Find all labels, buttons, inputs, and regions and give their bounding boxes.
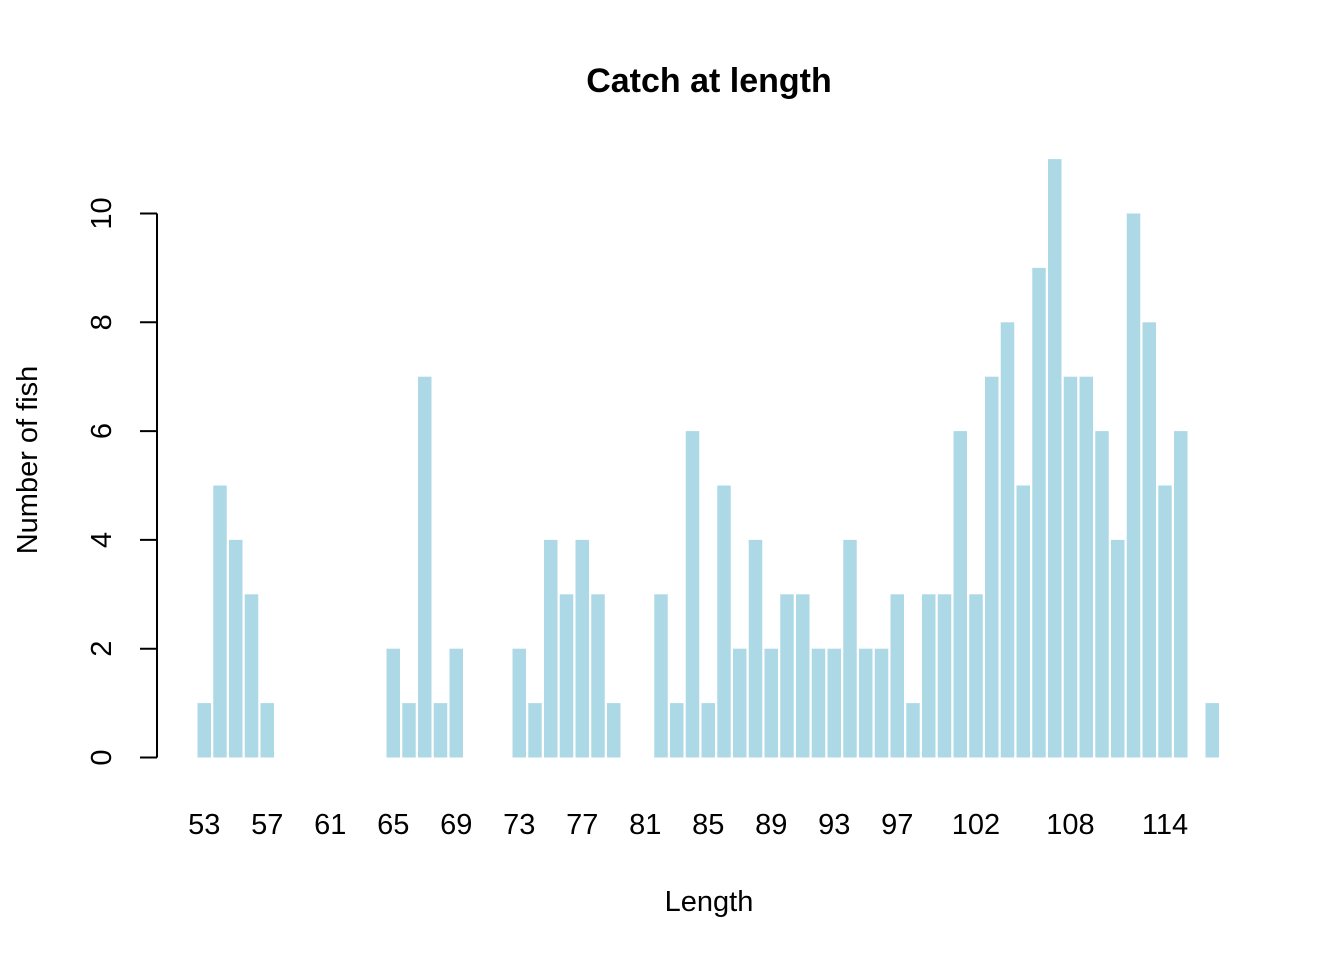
- bar-90: [780, 594, 794, 758]
- bar-78: [591, 594, 605, 758]
- bar-73: [512, 648, 526, 758]
- y-tick-label-10: 10: [86, 197, 118, 229]
- x-axis-label: Length: [665, 886, 754, 918]
- bar-111: [1111, 539, 1125, 758]
- x-tick-label-69: 69: [440, 809, 472, 841]
- bar-102: [969, 594, 983, 758]
- bar-108: [1063, 376, 1078, 758]
- bar-83: [670, 703, 684, 758]
- x-tick-label-81: 81: [629, 809, 661, 841]
- bar-99: [922, 594, 936, 758]
- bar-96: [874, 648, 889, 758]
- bar-105: [1016, 485, 1030, 758]
- x-tick-label-114: 114: [1142, 809, 1188, 841]
- y-axis-label: Number of fish: [12, 366, 44, 555]
- x-tick-label-102: 102: [952, 809, 1000, 841]
- bar-76: [559, 594, 574, 758]
- bar-97: [890, 594, 904, 758]
- bar-57: [260, 703, 274, 758]
- bar-98: [906, 703, 920, 758]
- x-tick-label-65: 65: [377, 809, 409, 841]
- bar-84: [685, 431, 700, 758]
- bar-114: [1158, 485, 1172, 758]
- x-tick-label-77: 77: [566, 809, 598, 841]
- bar-86: [717, 485, 731, 758]
- bar-117: [1205, 703, 1219, 758]
- bar-74: [528, 703, 542, 758]
- bar-92: [811, 648, 826, 758]
- y-tick-label-4: 4: [86, 532, 118, 548]
- bar-55: [229, 539, 243, 758]
- bar-94: [843, 539, 857, 758]
- bar-107: [1048, 159, 1062, 758]
- bar-77: [575, 539, 589, 758]
- bar-54: [213, 485, 227, 758]
- bar-75: [544, 539, 558, 758]
- x-tick-label-108: 108: [1046, 809, 1094, 841]
- bar-65: [386, 648, 400, 758]
- x-tick-label-53: 53: [188, 809, 220, 841]
- bar-103: [985, 376, 999, 758]
- bar-68: [433, 703, 448, 758]
- bar-79: [607, 703, 621, 758]
- bar-91: [796, 594, 810, 758]
- y-axis: 0 2 4 6 8 10: [86, 197, 158, 766]
- bar-113: [1142, 322, 1156, 758]
- bar-85: [701, 703, 715, 758]
- y-tick-label-8: 8: [86, 314, 118, 330]
- x-tick-label-93: 93: [818, 809, 850, 841]
- bar-115: [1174, 431, 1188, 758]
- bar-53: [197, 703, 211, 758]
- bar-106: [1032, 267, 1046, 758]
- y-tick-label-0: 0: [86, 749, 118, 765]
- bar-87: [733, 648, 747, 758]
- y-tick-label-6: 6: [86, 423, 118, 439]
- bar-56: [244, 594, 259, 758]
- bar-110: [1095, 431, 1109, 758]
- bar-67: [418, 376, 432, 758]
- y-tick-label-2: 2: [86, 641, 118, 657]
- x-tick-label-73: 73: [503, 809, 535, 841]
- bar-89: [764, 648, 778, 758]
- bars-group: [197, 159, 1219, 758]
- bar-109: [1079, 376, 1093, 758]
- x-tick-label-89: 89: [755, 809, 787, 841]
- x-tick-label-97: 97: [881, 809, 913, 841]
- chart-title: Catch at length: [586, 62, 832, 100]
- bar-104: [1000, 322, 1015, 758]
- x-tick-label-85: 85: [692, 809, 724, 841]
- bar-100: [937, 594, 952, 758]
- bar-69: [449, 648, 463, 758]
- x-tick-label-57: 57: [251, 809, 283, 841]
- bar-112: [1126, 213, 1141, 758]
- x-tick-label-61: 61: [314, 809, 346, 841]
- bar-66: [402, 703, 416, 758]
- bar-82: [654, 594, 668, 758]
- x-tick-labels: 53 57 61 65 69 73 77 81 85 89 93 97 102 108 114: [188, 809, 1188, 841]
- bar-95: [859, 648, 873, 758]
- bar-93: [827, 648, 841, 758]
- bar-101: [953, 431, 967, 758]
- bar-88: [748, 539, 763, 758]
